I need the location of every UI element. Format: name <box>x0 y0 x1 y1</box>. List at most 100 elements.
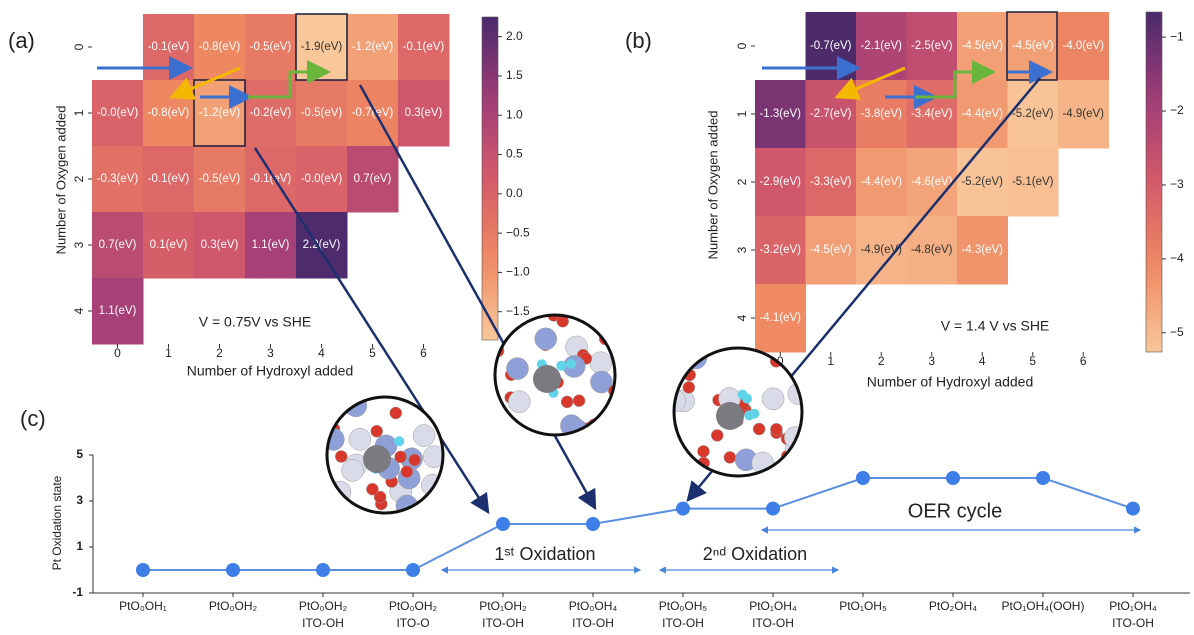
atom <box>401 466 413 478</box>
annotation: OER cycle <box>908 500 1002 522</box>
x-tick-sublabel: ITO-OH <box>482 616 524 630</box>
x-tick-sublabel: ITO-OH <box>752 616 794 630</box>
y-tick-label: 1 <box>72 109 86 116</box>
atom <box>724 451 736 463</box>
x-tick-sublabel: ITO-OH <box>1112 616 1154 630</box>
atom <box>535 328 557 350</box>
cell-label: 1.1(eV) <box>252 239 290 251</box>
x-tick-label: 1 <box>827 354 834 368</box>
atom <box>683 381 695 393</box>
x-tick-label: PtO₀OH₂ <box>209 599 258 613</box>
atom <box>590 352 612 374</box>
x-tick-label: 4 <box>979 354 986 368</box>
structure-insets <box>316 309 810 517</box>
colorbar-tick-label: −1 <box>1170 29 1184 43</box>
cell-label: -4.3(eV) <box>961 244 1003 256</box>
colorbar-tick-label: 2.0 <box>506 29 523 43</box>
y-tick-label: 1 <box>76 539 83 553</box>
x-tick-label: 4 <box>318 346 325 360</box>
cell-label: -0.7(eV) <box>810 40 852 52</box>
cell-label: -4.0(eV) <box>1062 40 1104 52</box>
x-tick-label: 3 <box>267 346 274 360</box>
x-tick-label: PtO₀OH₄ <box>569 599 618 613</box>
colorbar-tick-label: −0.5 <box>506 225 530 239</box>
colorbar-tick-label: 1.0 <box>506 107 523 121</box>
x-tick-label: 2 <box>216 346 223 360</box>
cell-label: -1.2(eV) <box>352 41 394 53</box>
y-tick-label: 4 <box>735 314 749 321</box>
x-axis-label: Number of Hydroxyl added <box>187 363 354 379</box>
x-tick-sublabel: ITO-OH <box>572 616 614 630</box>
y-tick-label: 2 <box>735 178 749 185</box>
point <box>1036 471 1050 485</box>
atom <box>749 409 759 419</box>
cell-label: -5.2(eV) <box>961 176 1003 188</box>
cell-label: 0.1(eV) <box>150 239 188 251</box>
atom <box>556 361 566 371</box>
x-tick-label: 5 <box>369 346 376 360</box>
x-tick-label: 5 <box>1029 354 1036 368</box>
y-axis-label: Pt Oxidation state <box>50 475 64 570</box>
colorbar-tick-label: 0.5 <box>506 147 523 161</box>
x-tick-label: PtO₀OH₅ <box>659 599 708 613</box>
y-axis-label: Number of Oxygen added <box>53 106 68 255</box>
y-tick-label: 3 <box>76 493 83 507</box>
cell-label: -2.5(eV) <box>911 40 953 52</box>
x-tick-label: PtO₀OH₁ <box>119 599 167 613</box>
cell-label: -1.3(eV) <box>759 108 801 120</box>
cell-label: -0.8(eV) <box>148 107 190 119</box>
cell-label: -4.5(eV) <box>810 244 852 256</box>
figure: -0.1(eV)-0.8(eV)-0.5(eV)-1.9(eV)-1.2(eV)… <box>0 0 1194 635</box>
x-tick-sublabel: ITO-OH <box>662 616 704 630</box>
structure <box>663 347 810 476</box>
colorbar-tick-label: 0.0 <box>506 186 523 200</box>
point <box>946 471 960 485</box>
atom <box>316 493 338 515</box>
atom <box>363 445 391 473</box>
atom <box>697 445 709 457</box>
panel-label: (b) <box>625 28 652 53</box>
cell-label: 0.3(eV) <box>405 107 443 119</box>
cell-label: 0.7(eV) <box>99 239 137 251</box>
x-tick-label: 0 <box>114 346 121 360</box>
colorbar-tick-label: −5 <box>1170 325 1184 339</box>
atom <box>742 394 752 404</box>
colorbar-tick-label: 1.5 <box>506 68 523 82</box>
series-line <box>143 478 1133 570</box>
cell-label: -4.6(eV) <box>911 176 953 188</box>
atom <box>349 428 371 450</box>
x-tick-label: PtO₁OH₄ <box>1109 599 1157 613</box>
x-tick-label: 3 <box>928 354 935 368</box>
atom <box>566 359 576 369</box>
cell-label: -4.5(eV) <box>1012 40 1054 52</box>
cell-label: -5.1(eV) <box>1012 176 1054 188</box>
colorbar-tick-label: −1.5 <box>506 304 530 318</box>
x-tick-label: 6 <box>1080 354 1087 368</box>
colorbar-tick-label: −1.0 <box>506 265 530 279</box>
atom <box>663 354 685 376</box>
point <box>226 563 240 577</box>
cell-label: -4.8(eV) <box>911 244 953 256</box>
x-tick-label: PtO₁OH₂ <box>479 599 527 613</box>
annotation: 2ⁿᵈ Oxidation <box>703 544 807 564</box>
cell-label: 0.3(eV) <box>201 239 239 251</box>
annotation: V = 1.4 V vs SHE <box>941 318 1050 334</box>
atom <box>753 423 765 435</box>
atom <box>716 402 744 430</box>
y-tick-label: 0 <box>735 42 749 49</box>
y-tick-label: 3 <box>735 246 749 253</box>
cell-label: -0.1(eV) <box>148 173 190 185</box>
cell-label: -2.9(eV) <box>759 176 801 188</box>
cell-label: -0.5(eV) <box>199 173 241 185</box>
cell-label: -4.9(eV) <box>1062 108 1104 120</box>
cell-label: -1.2(eV) <box>199 107 241 119</box>
cell-label: -4.4(eV) <box>860 176 902 188</box>
cell-label: -3.4(eV) <box>911 108 953 120</box>
cell-label: -0.1(eV) <box>148 41 190 53</box>
cell-label: 2.2(eV) <box>303 239 341 251</box>
cell-label: 1.1(eV) <box>99 305 137 317</box>
atom <box>711 429 723 441</box>
panel-label: (a) <box>8 28 35 53</box>
plots: -0.1(eV)-0.8(eV)-0.5(eV)-1.9(eV)-1.2(eV)… <box>8 12 1190 630</box>
point <box>856 471 870 485</box>
